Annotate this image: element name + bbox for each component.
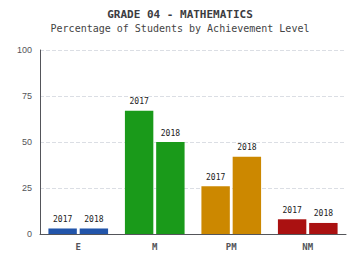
svg-text:25: 25 xyxy=(22,183,32,193)
svg-text:M: M xyxy=(152,242,158,252)
svg-text:2018: 2018 xyxy=(161,129,180,138)
svg-text:100: 100 xyxy=(17,45,32,55)
svg-text:0: 0 xyxy=(27,229,32,239)
svg-text:75: 75 xyxy=(22,91,32,101)
svg-text:NM: NM xyxy=(302,242,313,252)
svg-text:50: 50 xyxy=(22,137,32,147)
svg-text:Percentage of Students by Achi: Percentage of Students by Achievement Le… xyxy=(51,23,310,34)
svg-text:2017: 2017 xyxy=(282,206,301,215)
svg-text:2017: 2017 xyxy=(206,173,225,182)
svg-text:2017: 2017 xyxy=(129,97,148,106)
svg-text:E: E xyxy=(76,242,81,252)
svg-text:PM: PM xyxy=(226,242,237,252)
svg-text:2018: 2018 xyxy=(84,215,103,224)
svg-text:2018: 2018 xyxy=(237,143,256,152)
svg-text:2017: 2017 xyxy=(53,215,72,224)
svg-text:2018: 2018 xyxy=(314,209,333,218)
svg-text:GRADE 04 - MATHEMATICS: GRADE 04 - MATHEMATICS xyxy=(107,8,253,21)
